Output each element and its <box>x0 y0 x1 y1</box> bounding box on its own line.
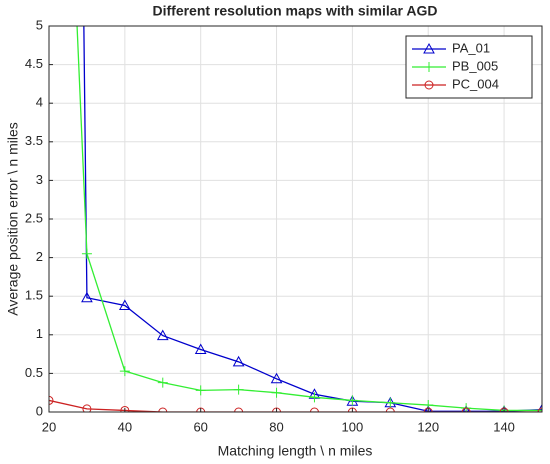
marker <box>385 407 395 412</box>
x-tick-label: 20 <box>42 419 56 434</box>
y-tick-label: 4 <box>36 95 43 110</box>
y-tick-label: 2.5 <box>25 210 43 225</box>
marker <box>120 405 130 412</box>
marker <box>424 62 434 72</box>
series-line <box>49 399 542 412</box>
legend-label: PC_004 <box>452 76 499 91</box>
marker <box>118 299 131 310</box>
marker <box>195 385 206 396</box>
marker <box>461 407 471 412</box>
marker <box>156 329 169 341</box>
marker <box>424 405 433 412</box>
legend-label: PA_01 <box>452 40 490 55</box>
series-line <box>83 26 542 412</box>
chart-title: Different resolution maps with similar A… <box>153 3 438 19</box>
marker <box>49 395 54 405</box>
marker <box>81 248 92 259</box>
y-tick-label: 3 <box>36 172 43 187</box>
marker <box>385 397 396 408</box>
y-tick-label: 3.5 <box>25 133 43 148</box>
marker <box>309 392 320 403</box>
x-tick-label: 80 <box>269 419 283 434</box>
x-tick-label: 120 <box>417 419 439 434</box>
series-layer <box>49 26 542 412</box>
marker <box>424 80 434 90</box>
marker <box>423 42 435 54</box>
legend-label: PB_005 <box>452 58 498 73</box>
marker <box>462 405 470 412</box>
y-tick-label: 4.5 <box>25 56 43 71</box>
marker <box>234 407 244 412</box>
y-tick-label: 1 <box>36 326 43 341</box>
marker <box>271 387 282 398</box>
y-tick-label: 1.5 <box>25 288 43 303</box>
marker <box>194 343 207 354</box>
marker <box>347 395 358 406</box>
marker <box>119 366 130 377</box>
x-tick-label: 140 <box>493 419 515 434</box>
marker <box>158 407 168 412</box>
marker <box>232 355 245 367</box>
y-tick-label: 0.5 <box>25 365 43 380</box>
marker <box>270 372 283 384</box>
marker <box>82 404 92 412</box>
y-axis-label: Average position error \ n miles <box>5 122 21 316</box>
x-tick-label: 40 <box>118 419 132 434</box>
legend: PA_01 PB_005 PC_004 <box>405 35 533 99</box>
y-tick-label: 2 <box>36 249 43 264</box>
marker <box>233 384 244 395</box>
y-tick-label: 0 <box>36 403 43 418</box>
x-tick-label: 100 <box>342 419 364 434</box>
x-axis-label: Matching length \ n miles <box>218 443 373 459</box>
marker <box>309 407 319 412</box>
x-tick-label: 60 <box>193 419 207 434</box>
marker <box>157 377 168 388</box>
marker <box>81 291 93 303</box>
series-line <box>76 26 542 412</box>
y-tick-label: 5 <box>36 17 43 32</box>
